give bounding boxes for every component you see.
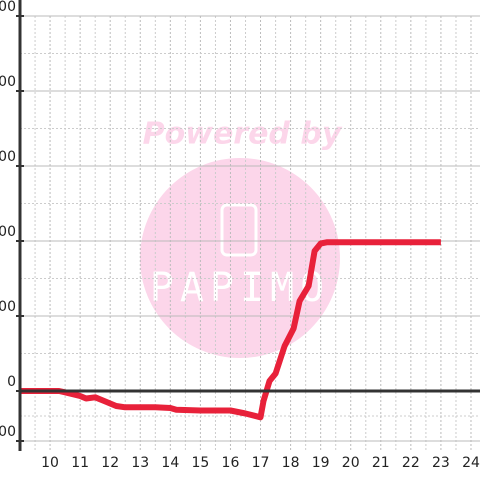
- y-tick-label: 30,000: [0, 299, 16, 315]
- y-tick-label: 90,000: [0, 149, 16, 165]
- y-tick-label: 0: [7, 374, 16, 390]
- y-tick-label: 120,000: [0, 74, 16, 90]
- x-tick-label: 17: [252, 455, 270, 471]
- line-series: [20, 239, 441, 421]
- y-tick-label: 60,000: [0, 224, 16, 240]
- x-tick-label: 10: [41, 455, 59, 471]
- watermark-circle: [140, 158, 340, 358]
- x-tick-label: 18: [282, 455, 300, 471]
- x-tick-label: 23: [432, 455, 450, 471]
- x-tick-label: 22: [402, 455, 420, 471]
- x-tick-label: 20: [342, 455, 360, 471]
- y-tick-label: 150,000: [0, 0, 16, 15]
- x-tick-label: 24: [462, 455, 480, 471]
- x-tick-label: 16: [222, 455, 240, 471]
- watermark-text: Powered by: [143, 117, 343, 152]
- x-tick-label: 12: [101, 455, 119, 471]
- watermark-icon: [220, 203, 258, 257]
- x-tick-label: 21: [372, 455, 390, 471]
- plot: [20, 239, 441, 421]
- y-tick-label: -20,000: [0, 424, 16, 440]
- x-tick-label: 13: [131, 455, 149, 471]
- watermark-logo: PAPIMO: [150, 265, 331, 311]
- x-tick-label: 14: [161, 455, 179, 471]
- x-tick-label: 11: [71, 455, 89, 471]
- x-tick-label: 15: [191, 455, 209, 471]
- x-tick-label: 19: [312, 455, 330, 471]
